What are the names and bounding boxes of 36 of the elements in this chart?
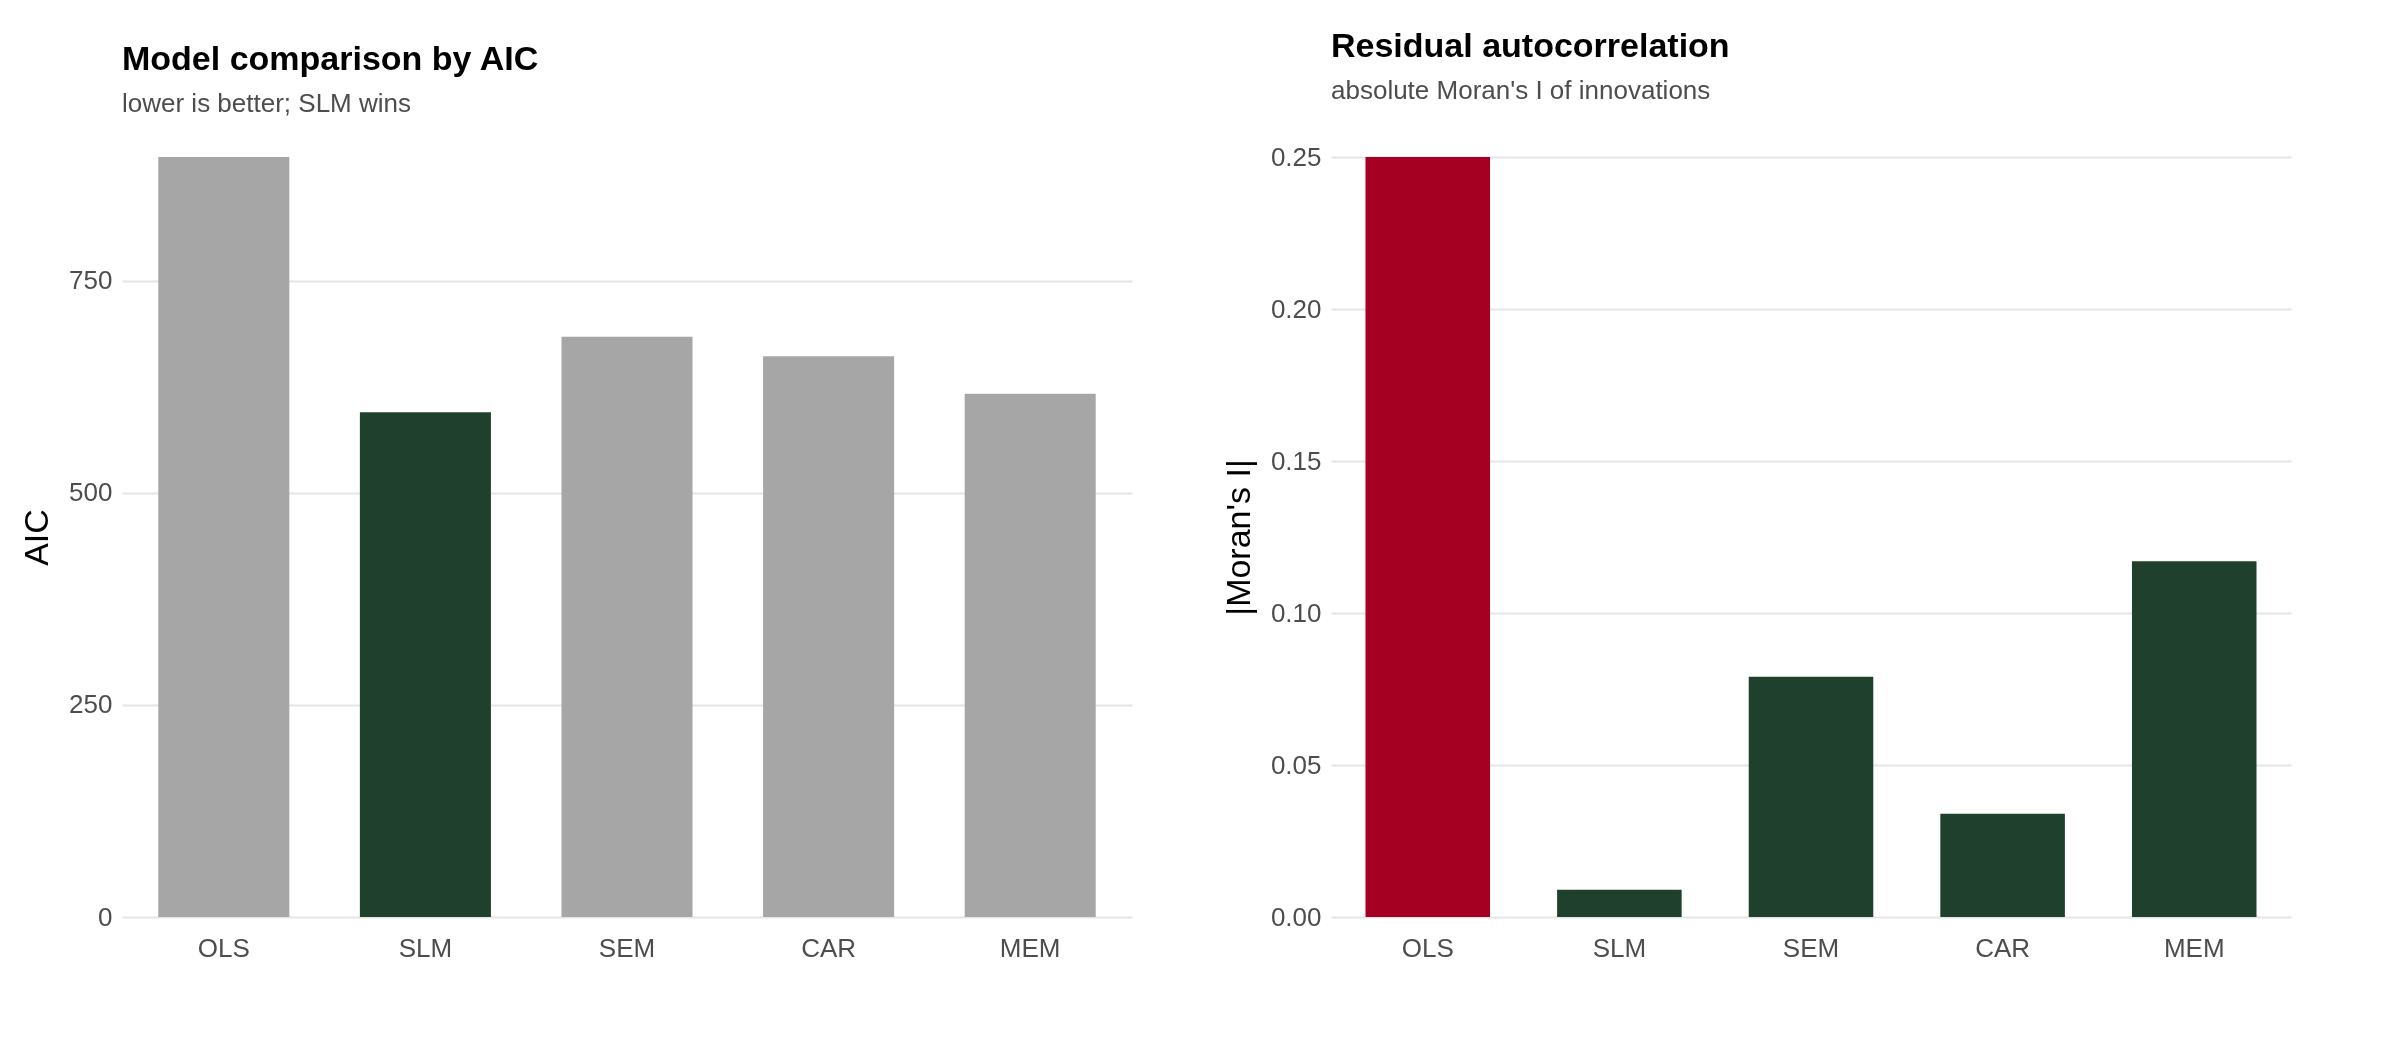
x-tick-label: MEM [2163, 932, 2225, 963]
bar [1940, 813, 2065, 917]
x-tick-label: CAR [801, 932, 857, 963]
bar [1365, 157, 1491, 917]
y-tick-label: 0.00 [1270, 901, 1322, 932]
y-tick-label: 0.15 [1270, 445, 1322, 476]
chart-subtitle: lower is better; SLM wins [122, 88, 411, 118]
x-tick-label: CAR [1975, 932, 2031, 963]
bar [2131, 561, 2257, 917]
bar [359, 412, 491, 917]
chart-title: Model comparison by AIC [122, 39, 539, 77]
y-tick-label: 500 [69, 477, 113, 508]
bar [158, 157, 290, 917]
y-axis-title: AIC [17, 509, 56, 566]
chart-subtitle: absolute Moran's I of innovations [1331, 75, 1711, 105]
x-tick-label: OLS [197, 932, 250, 963]
bar [1748, 676, 1874, 917]
x-tick-label: SLM [398, 932, 453, 963]
y-tick-label: 0.20 [1270, 293, 1322, 324]
x-tick-label: MEM [999, 932, 1061, 963]
x-tick-label: SLM [1592, 932, 1647, 963]
y-axis-title: |Moran's I| [1218, 459, 1257, 616]
y-tick-label: 0.10 [1270, 597, 1322, 628]
y-tick-label: 0.25 [1270, 141, 1322, 172]
x-tick-label: OLS [1401, 932, 1454, 963]
y-tick-label: 250 [69, 689, 113, 720]
bar [763, 356, 895, 917]
y-tick-label: 750 [69, 265, 113, 296]
bar [1557, 889, 1682, 917]
y-tick-label: 0.05 [1270, 749, 1322, 780]
x-tick-label: SEM [1782, 932, 1840, 963]
chart-title: Residual autocorrelation [1331, 26, 1730, 64]
bar [561, 336, 693, 917]
x-tick-label: SEM [598, 932, 656, 963]
y-tick-label: 0 [98, 901, 113, 932]
bar [964, 393, 1096, 917]
